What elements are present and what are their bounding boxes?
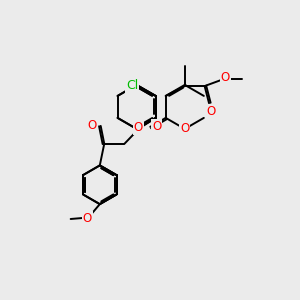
Text: O: O bbox=[180, 122, 189, 135]
Text: O: O bbox=[206, 105, 215, 118]
Text: Cl: Cl bbox=[126, 79, 138, 92]
Text: O: O bbox=[221, 71, 230, 84]
Text: O: O bbox=[152, 120, 161, 133]
Text: O: O bbox=[88, 119, 97, 132]
Text: O: O bbox=[134, 121, 143, 134]
Text: O: O bbox=[83, 212, 92, 225]
